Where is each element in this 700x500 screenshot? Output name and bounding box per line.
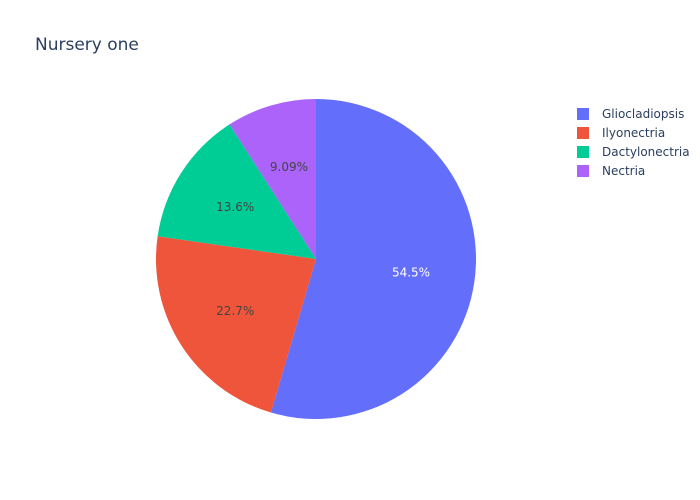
legend-swatch-dactylonectria — [577, 146, 589, 158]
legend-item-dactylonectria[interactable]: Dactylonectria — [577, 145, 690, 159]
chart-title: Nursery one — [35, 35, 139, 55]
legend-item-gliocladiopsis[interactable]: Gliocladiopsis — [577, 107, 684, 121]
legend-label-nectria: Nectria — [602, 164, 645, 178]
slice-label-nectria: 9.09% — [270, 160, 308, 174]
pie-slice-labels: 54.5% 22.7% 13.6% 9.09% — [216, 160, 430, 318]
legend-label-dactylonectria: Dactylonectria — [602, 145, 690, 159]
pie-slices — [156, 99, 476, 420]
legend-swatch-ilyonectria — [577, 127, 589, 139]
legend-swatch-nectria — [577, 165, 589, 177]
legend-swatch-gliocladiopsis — [577, 108, 589, 120]
legend-item-ilyonectria[interactable]: Ilyonectria — [577, 126, 665, 140]
pie-slice-nectria[interactable] — [229, 99, 317, 259]
slice-label-dactylonectria: 13.6% — [216, 200, 254, 214]
pie-slice-ilyonectria[interactable] — [156, 236, 316, 413]
pie-slice-dactylonectria[interactable] — [157, 124, 316, 260]
pie-slice-gliocladiopsis[interactable] — [270, 99, 476, 420]
legend: Gliocladiopsis Ilyonectria Dactylonectria N… — [577, 107, 690, 178]
legend-item-nectria[interactable]: Nectria — [577, 164, 645, 178]
legend-label-gliocladiopsis: Gliocladiopsis — [602, 107, 684, 121]
slice-label-ilyonectria: 22.7% — [216, 304, 254, 318]
slice-label-gliocladiopsis: 54.5% — [392, 266, 430, 280]
legend-label-ilyonectria: Ilyonectria — [602, 126, 665, 140]
